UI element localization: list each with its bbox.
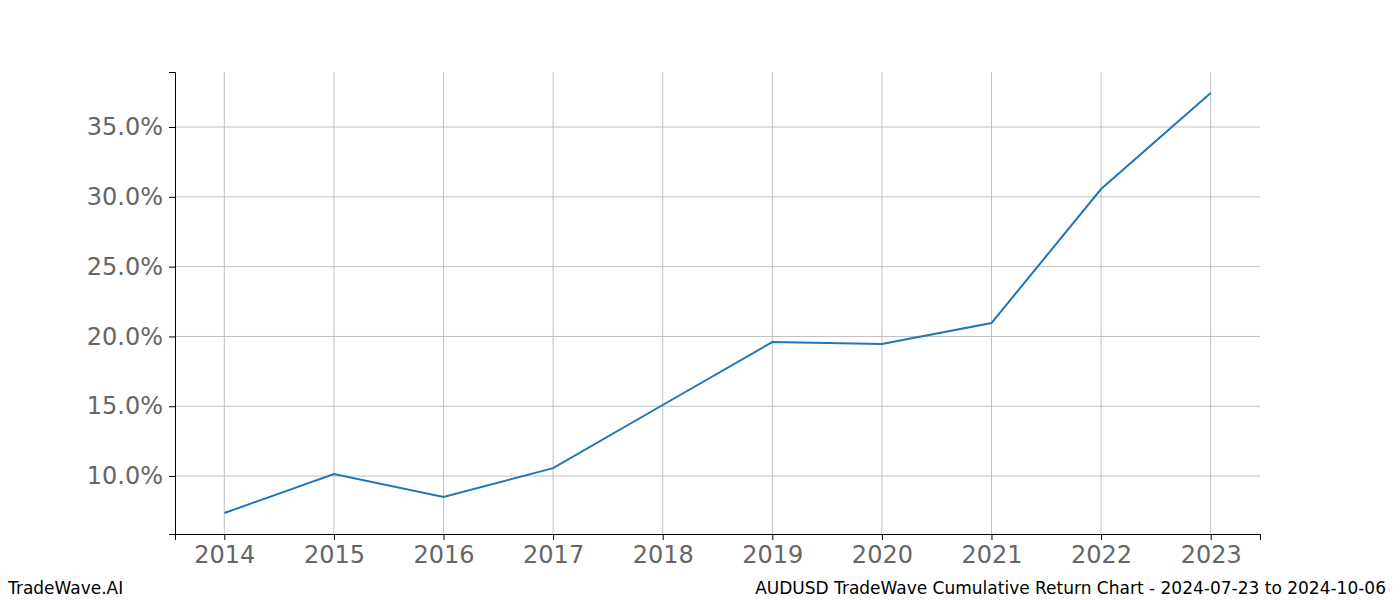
- tick: 2019: [742, 534, 803, 569]
- tick-label: 2019: [742, 541, 803, 569]
- tick-label: 2022: [1071, 541, 1132, 569]
- grid-line-y: [175, 266, 1260, 267]
- y-axis: 10.0% 15.0% 20.0% 25.0% 30.0% 35.0%: [87, 73, 176, 535]
- tick-label: 2021: [961, 541, 1022, 569]
- tick-label: 2014: [194, 541, 255, 569]
- tick: 2018: [633, 534, 694, 569]
- tick-mark: [169, 406, 175, 407]
- tick-label: 10.0%: [87, 462, 163, 490]
- tick-mark: [663, 534, 664, 540]
- tick-label: 2020: [852, 541, 913, 569]
- grid-line-x: [991, 72, 992, 534]
- tick-mark: [224, 534, 225, 540]
- tick: 15.0%: [87, 392, 175, 420]
- tick-label: 2015: [304, 541, 365, 569]
- tick: 2015: [304, 534, 365, 569]
- tick-mark: [169, 267, 175, 268]
- tick-mark: [1101, 534, 1102, 540]
- grid-line-y: [175, 336, 1260, 337]
- tick-label: 25.0%: [87, 253, 163, 281]
- tick: 30.0%: [87, 183, 175, 211]
- tick-mark: [169, 476, 175, 477]
- tick: 2023: [1181, 534, 1242, 569]
- tick-mark: [169, 127, 175, 128]
- grid-line-x: [1210, 72, 1211, 534]
- plot: 2014 2015 2016 2017 2018 2019 2020 2021 2022 2023…: [87, 72, 1261, 569]
- grid-line-x: [1101, 72, 1102, 534]
- grid-line-y: [175, 127, 1260, 128]
- grid-line-y: [175, 196, 1260, 197]
- tick-mark: [1211, 534, 1212, 540]
- tick-label: 2017: [523, 541, 584, 569]
- tick-mark: [991, 534, 992, 540]
- axis-line: [169, 73, 176, 535]
- tick-mark: [169, 336, 175, 337]
- tick-label: 35.0%: [87, 113, 163, 141]
- grid-line-x: [881, 72, 882, 534]
- grid-line-y: [175, 406, 1260, 407]
- caption-left: TradeWave.AI: [7, 578, 123, 598]
- tick-label: 2018: [633, 541, 694, 569]
- tick-mark: [553, 534, 554, 540]
- tick: 2022: [1071, 534, 1132, 569]
- axis-line: [176, 535, 1261, 541]
- tick-mark: [882, 534, 883, 540]
- grid-line-x: [553, 72, 554, 534]
- tick-label: 30.0%: [87, 183, 163, 211]
- grid-line-x: [443, 72, 444, 534]
- tick: 25.0%: [87, 253, 175, 281]
- grid: [175, 72, 1260, 534]
- tick-mark: [444, 534, 445, 540]
- tick-mark: [169, 197, 175, 198]
- grid-line-x: [224, 72, 225, 534]
- tick: 2014: [194, 534, 255, 569]
- chart: 2014 2015 2016 2017 2018 2019 2020 2021 2022 2023…: [0, 0, 1400, 600]
- grid-line-x: [772, 72, 773, 534]
- tick-mark: [334, 534, 335, 540]
- tick-label: 2016: [413, 541, 474, 569]
- line: [224, 93, 1210, 513]
- grid-line-x: [662, 72, 663, 534]
- x-axis: 2014 2015 2016 2017 2018 2019 2020 2021 2022 2023: [176, 534, 1261, 569]
- series: [224, 93, 1210, 513]
- tick: 20.0%: [87, 323, 175, 351]
- tick: 35.0%: [87, 113, 175, 141]
- tick-label: 20.0%: [87, 323, 163, 351]
- tick-label: 2023: [1181, 541, 1242, 569]
- tick-label: 15.0%: [87, 392, 163, 420]
- tick-mark: [772, 534, 773, 540]
- tick: 2017: [523, 534, 584, 569]
- tick: 2021: [961, 534, 1022, 569]
- grid-line-x: [333, 72, 334, 534]
- tick: 10.0%: [87, 462, 175, 490]
- caption-right: AUDUSD TradeWave Cumulative Return Chart…: [755, 578, 1386, 598]
- tick: 2020: [852, 534, 913, 569]
- tick: 2016: [413, 534, 474, 569]
